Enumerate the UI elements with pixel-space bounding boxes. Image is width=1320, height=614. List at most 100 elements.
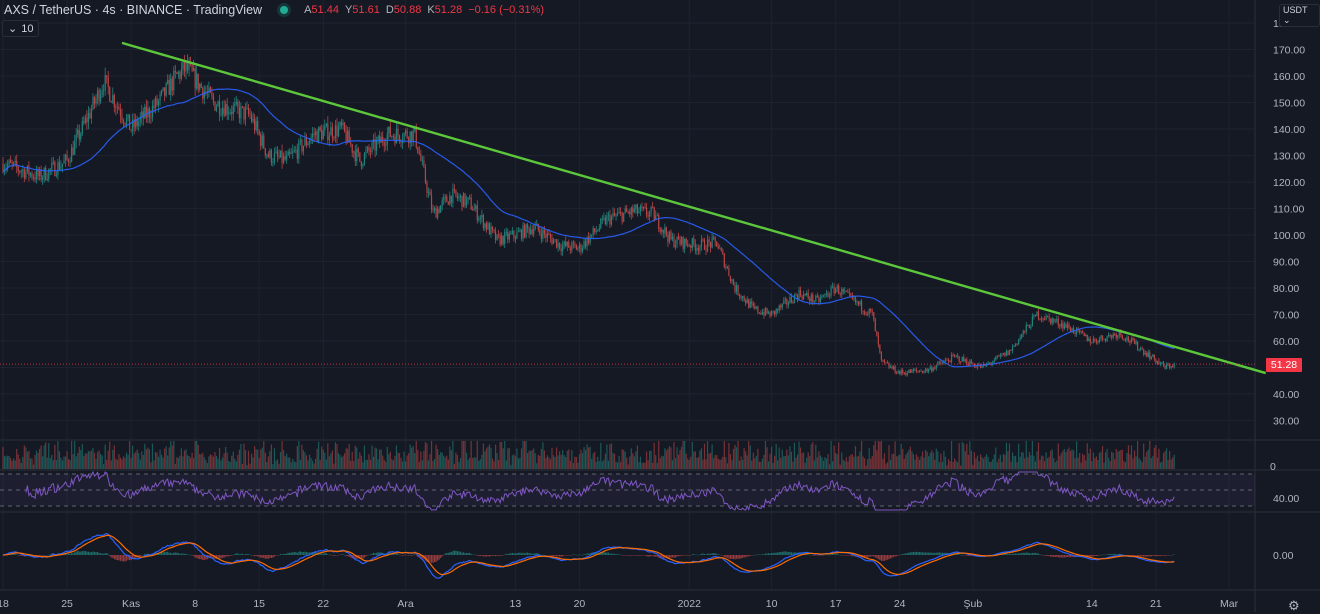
macd-histogram-bar	[20, 555, 22, 556]
volume-bar	[491, 458, 494, 469]
macd-histogram-bar	[469, 552, 471, 555]
candle	[193, 59, 195, 72]
candle-body	[478, 219, 480, 221]
candle	[173, 66, 175, 96]
macd-histogram-bar	[507, 554, 509, 555]
candle-body	[298, 140, 300, 159]
volume-bar	[964, 451, 966, 469]
candle-body	[583, 241, 585, 249]
macd-histogram-bar	[145, 554, 147, 555]
volume-bar	[769, 453, 771, 469]
symbol-title[interactable]: AXS / TetherUS · 4s · BINANCE · TradingV…	[4, 3, 262, 17]
volume-bar	[35, 450, 38, 469]
volume-bar	[81, 444, 83, 469]
volume-bar	[1150, 458, 1152, 469]
candle-body	[792, 302, 794, 304]
macd-histogram-bar	[705, 554, 707, 555]
candle	[122, 118, 125, 128]
volume-bar	[1141, 462, 1143, 469]
volume-bar	[789, 446, 791, 469]
volume-bar	[344, 453, 346, 469]
candle-body	[591, 234, 593, 236]
candle-body	[196, 73, 198, 89]
macd-histogram-bar	[398, 554, 401, 556]
candle	[307, 141, 309, 146]
candle	[877, 332, 879, 348]
macd-histogram-bar	[655, 555, 657, 557]
volume-bar	[153, 460, 155, 469]
candle	[351, 143, 353, 158]
candle-body	[827, 293, 829, 297]
candle	[1117, 334, 1119, 341]
candle-body	[894, 366, 896, 373]
candle	[601, 215, 603, 225]
candle	[246, 101, 248, 110]
macd-histogram-bar	[1098, 555, 1101, 556]
gear-icon[interactable]: ⚙	[1288, 598, 1300, 613]
candles	[2, 54, 1175, 377]
candle	[764, 306, 767, 316]
volume-bar	[1027, 457, 1029, 469]
candle	[757, 305, 759, 315]
macd-histogram-bar	[194, 555, 196, 558]
candle-body	[1028, 325, 1030, 329]
macd-histogram-bar	[818, 555, 820, 556]
macd-histogram-bar	[536, 553, 538, 555]
candle-body	[1027, 325, 1029, 326]
candle	[179, 70, 181, 84]
candle-body	[415, 126, 417, 147]
volume-bar	[72, 454, 74, 469]
volume-bar	[301, 444, 303, 469]
macd-histogram-bar	[1053, 555, 1055, 557]
open-value: 51.44	[311, 4, 339, 16]
volume-bar	[29, 458, 32, 469]
currency-dropdown[interactable]: USDT ⌄	[1279, 4, 1320, 27]
volume-bar	[774, 455, 776, 469]
macd-histogram-bar	[252, 555, 254, 556]
candle-body	[848, 291, 850, 294]
candle-body	[555, 239, 558, 248]
macd-histogram-bar	[39, 555, 41, 556]
candle-body	[981, 365, 983, 368]
macd-histogram-bar	[963, 555, 965, 556]
macd-histogram-bar	[667, 555, 669, 559]
macd-histogram-bar	[777, 552, 779, 555]
candle	[215, 103, 218, 113]
candle-body	[1057, 318, 1059, 326]
volume-bar	[130, 458, 132, 469]
candle-body	[438, 208, 440, 213]
candle-body	[293, 150, 295, 152]
candle	[305, 133, 308, 149]
macd-histogram-bar	[687, 555, 689, 556]
candle	[153, 98, 155, 113]
candle	[432, 204, 434, 213]
candle	[710, 241, 712, 253]
candle	[964, 358, 966, 364]
candle-body	[767, 312, 770, 314]
candle-body	[466, 199, 468, 206]
volume-bar	[226, 452, 228, 469]
volume-bar	[696, 457, 698, 469]
candle	[828, 292, 831, 300]
candle-body	[107, 77, 109, 88]
volume-bar	[255, 449, 257, 469]
volume-bar	[860, 441, 863, 469]
volume-bar	[754, 458, 756, 469]
candle	[979, 363, 982, 369]
close-value: 51.28	[434, 4, 463, 16]
macd-histogram-bar	[787, 552, 789, 555]
volume-bar	[955, 460, 957, 469]
indicators-collapse-button[interactable]: ⌄ 10	[2, 20, 40, 37]
candle-body	[886, 362, 889, 364]
macd-histogram-bar	[853, 555, 855, 557]
macd-histogram-bar	[792, 552, 794, 555]
volume-bar	[787, 455, 789, 469]
candle	[615, 213, 617, 221]
candle-body	[941, 363, 943, 365]
candle-body	[511, 230, 513, 234]
volume-bar	[921, 451, 924, 469]
candle-body	[63, 160, 65, 164]
candle-body	[950, 354, 953, 363]
candle	[80, 131, 82, 143]
